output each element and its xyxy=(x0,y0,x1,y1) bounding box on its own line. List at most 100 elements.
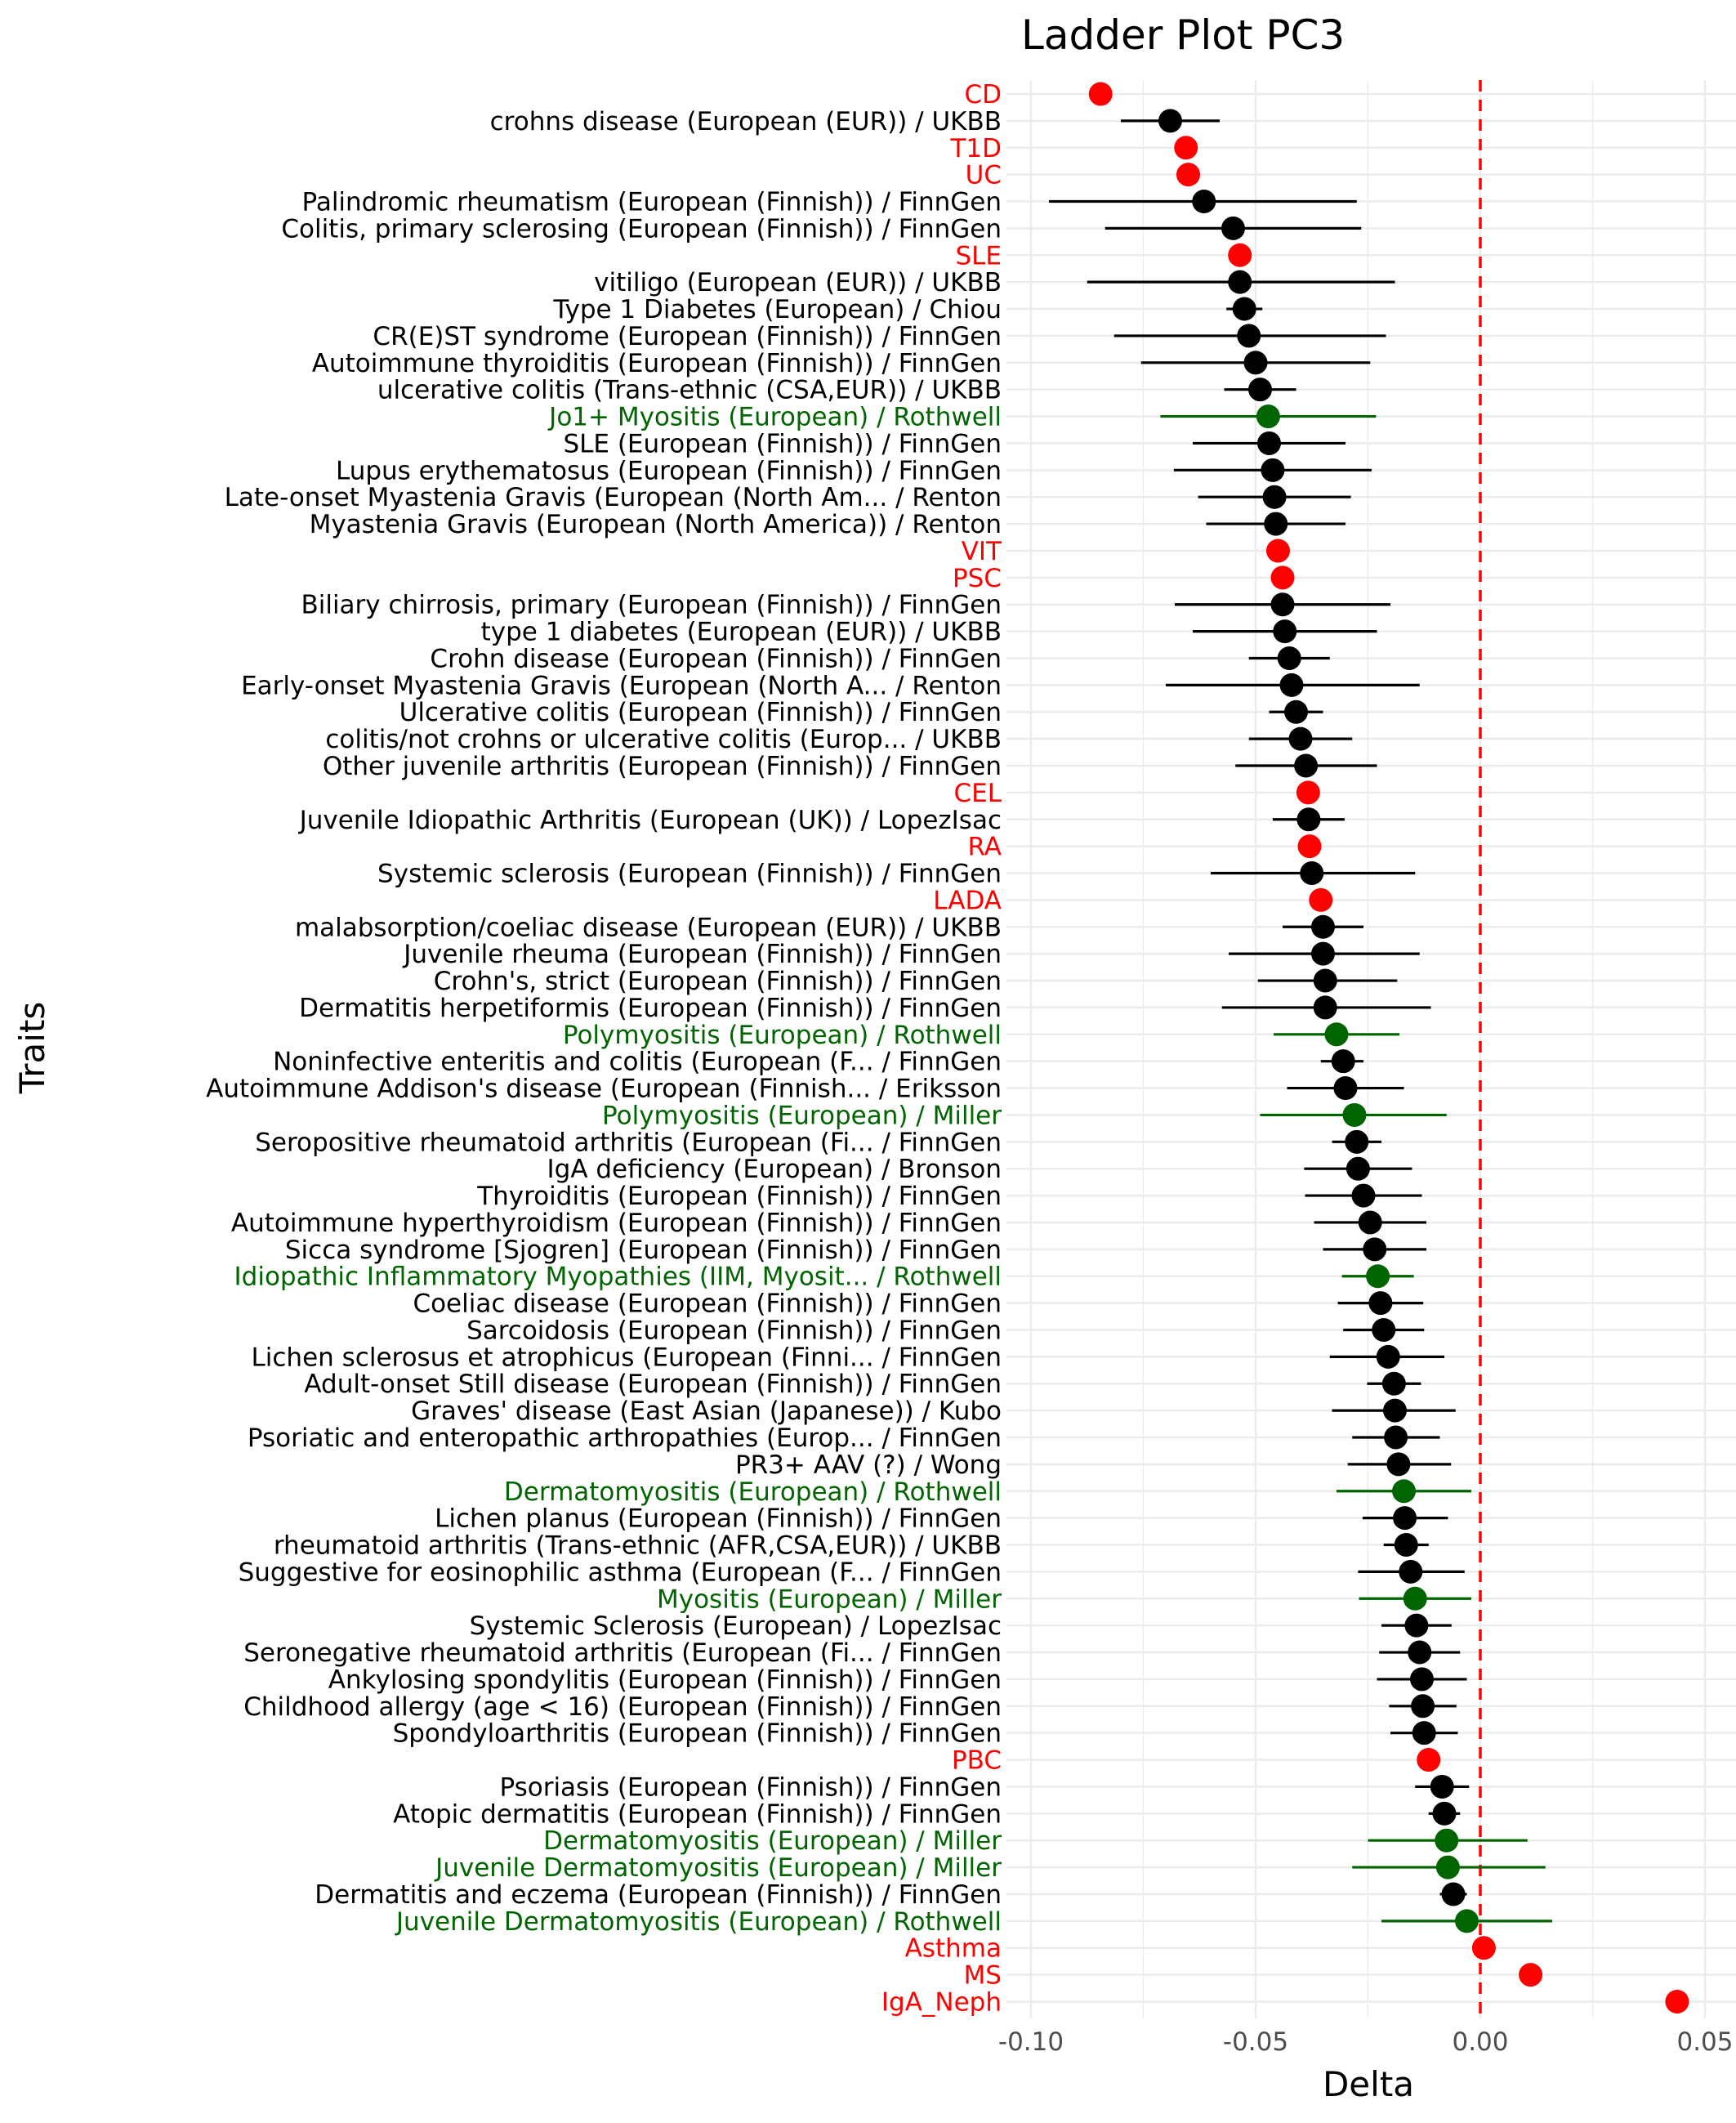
data-point xyxy=(1300,861,1324,886)
trait-label: Systemic sclerosis (European (Finnish)) … xyxy=(377,860,1002,889)
trait-label: Crohn's, strict (European (Finnish)) / F… xyxy=(434,967,1002,996)
data-point xyxy=(1311,941,1335,966)
trait-label: Jo1+ Myositis (European) / Rothwell xyxy=(547,403,1002,432)
data-point xyxy=(1351,1183,1376,1208)
data-point xyxy=(1176,163,1200,187)
trait-label: PSC xyxy=(953,564,1002,593)
data-point xyxy=(1399,1559,1423,1584)
trait-label: Autoimmune Addison's disease (European (… xyxy=(206,1075,1002,1104)
trait-label: Biliary chirrosis, primary (European (Fi… xyxy=(301,591,1002,620)
data-point xyxy=(1296,780,1320,805)
data-point xyxy=(1441,1882,1466,1906)
data-point xyxy=(1411,1694,1435,1719)
trait-label: Late-onset Myastenia Gravis (European (N… xyxy=(225,483,1002,512)
trait-label: Sarcoidosis (European (Finnish)) / FinnG… xyxy=(466,1316,1002,1345)
data-point xyxy=(1519,1963,1543,1987)
data-point xyxy=(1270,592,1295,617)
trait-label: Seronegative rheumatoid arthritis (Europ… xyxy=(243,1638,1002,1668)
trait-label: vitiligo (European (EUR)) / UKBB xyxy=(594,268,1002,297)
x-axis-title: Delta xyxy=(1323,2064,1414,2104)
data-point xyxy=(1404,1613,1429,1638)
data-point xyxy=(1410,1667,1434,1692)
trait-label: Seropositive rheumatoid arthritis (Europ… xyxy=(255,1128,1002,1157)
trait-label: VIT xyxy=(962,537,1002,566)
trait-label: colitis/not crohns or ulcerative colitis… xyxy=(325,725,1002,754)
data-point xyxy=(1331,1049,1355,1074)
trait-label: IgA_Neph xyxy=(881,1987,1002,2017)
trait-label: Juvenile Idiopathic Arthritis (European … xyxy=(298,806,1002,835)
trait-label: type 1 diabetes (European (EUR)) / UKBB xyxy=(481,618,1002,647)
data-point xyxy=(1158,109,1182,133)
trait-label: malabsorption/coeliac disease (European … xyxy=(295,913,1002,942)
trait-label: Myastenia Gravis (European (North Americ… xyxy=(310,510,1002,539)
trait-label: Idiopathic Inflammatory Myopathies (IIM,… xyxy=(234,1263,1002,1292)
trait-label: Dermatitis herpetiformis (European (Finn… xyxy=(299,994,1002,1023)
trait-label: Autoimmune hyperthyroidism (European (Fi… xyxy=(231,1209,1002,1238)
data-point xyxy=(1386,1452,1411,1477)
trait-label: MS xyxy=(964,1961,1002,1991)
data-point xyxy=(1174,136,1198,160)
trait-label: UC xyxy=(966,161,1002,190)
trait-label: rheumatoid arthritis (Trans-ethnic (AFR,… xyxy=(274,1531,1002,1561)
data-point xyxy=(1228,270,1252,294)
data-point xyxy=(1262,485,1287,509)
trait-label: Juvenile Dermatomyositis (European) / Mi… xyxy=(434,1853,1002,1883)
data-point xyxy=(1243,351,1268,375)
trait-label: ulcerative colitis (Trans-ethnic (CSA,EU… xyxy=(377,376,1002,405)
data-point xyxy=(1384,1425,1408,1450)
data-point xyxy=(1432,1801,1457,1826)
data-point xyxy=(1372,1317,1396,1342)
data-point xyxy=(1237,324,1261,348)
data-point xyxy=(1381,1371,1406,1396)
data-point xyxy=(1313,995,1337,1020)
trait-label: Childhood allergy (age < 16) (European (… xyxy=(243,1692,1002,1722)
data-point xyxy=(1368,1291,1393,1316)
trait-label: Adult-onset Still disease (European (Fin… xyxy=(304,1370,1002,1399)
data-point xyxy=(1192,190,1216,214)
data-point xyxy=(1228,243,1252,267)
trait-label: CR(E)ST syndrome (European (Finnish)) / … xyxy=(373,322,1002,351)
trait-label: SLE (European (Finnish)) / FinnGen xyxy=(563,429,1002,458)
data-point xyxy=(1392,1479,1416,1504)
trait-label: T1D xyxy=(949,134,1002,163)
trait-label: Coeliac disease (European (Finnish)) / F… xyxy=(413,1289,1002,1319)
trait-label: CEL xyxy=(953,779,1002,808)
data-point xyxy=(1270,565,1295,590)
data-point xyxy=(1393,1506,1417,1531)
data-point xyxy=(1288,726,1313,751)
data-point xyxy=(1333,1076,1358,1101)
trait-label: Lichen sclerosus et atrophicus (European… xyxy=(252,1343,1002,1372)
trait-label: Dermatomyositis (European) / Rothwell xyxy=(504,1477,1002,1507)
data-point xyxy=(1256,404,1280,429)
data-point xyxy=(1264,512,1288,536)
trait-label: Sicca syndrome [Sjogren] (European (Finn… xyxy=(285,1236,1002,1265)
trait-label: Juvenile rheuma (European (Finnish)) / F… xyxy=(402,940,1002,969)
trait-label: Dermatitis and eczema (European (Finnish… xyxy=(315,1880,1002,1910)
data-point xyxy=(1376,1344,1400,1369)
data-point xyxy=(1296,807,1321,832)
data-point xyxy=(1232,297,1256,321)
data-point xyxy=(1412,1721,1436,1745)
data-point xyxy=(1455,1909,1479,1933)
data-point xyxy=(1313,968,1337,993)
data-point xyxy=(1261,458,1285,482)
trait-label: LADA xyxy=(933,886,1002,915)
chart-title: Ladder Plot PC3 xyxy=(1021,11,1345,59)
trait-label: Type 1 Diabetes (European) / Chiou xyxy=(552,295,1002,324)
trait-label: Other juvenile arthritis (European (Finn… xyxy=(323,752,1002,781)
data-point xyxy=(1324,1022,1349,1047)
data-point xyxy=(1471,1936,1496,1960)
data-point xyxy=(1366,1264,1390,1289)
trait-label: Spondyloarthritis (European (Finnish)) /… xyxy=(393,1719,1002,1749)
trait-label: Palindromic rheumatism (European (Finnis… xyxy=(302,188,1002,217)
data-point xyxy=(1435,1828,1459,1853)
data-point xyxy=(1088,82,1113,106)
trait-label: Psoriasis (European (Finnish)) / FinnGen xyxy=(499,1772,1002,1802)
trait-label: crohns disease (European (EUR)) / UKBB xyxy=(490,107,1002,136)
data-point xyxy=(1408,1640,1432,1665)
trait-label: Crohn disease (European (Finnish)) / Fin… xyxy=(430,644,1002,673)
trait-label: Polymyositis (European) / Rothwell xyxy=(563,1021,1002,1050)
trait-label: Lichen planus (European (Finnish)) / Fin… xyxy=(435,1504,1002,1534)
